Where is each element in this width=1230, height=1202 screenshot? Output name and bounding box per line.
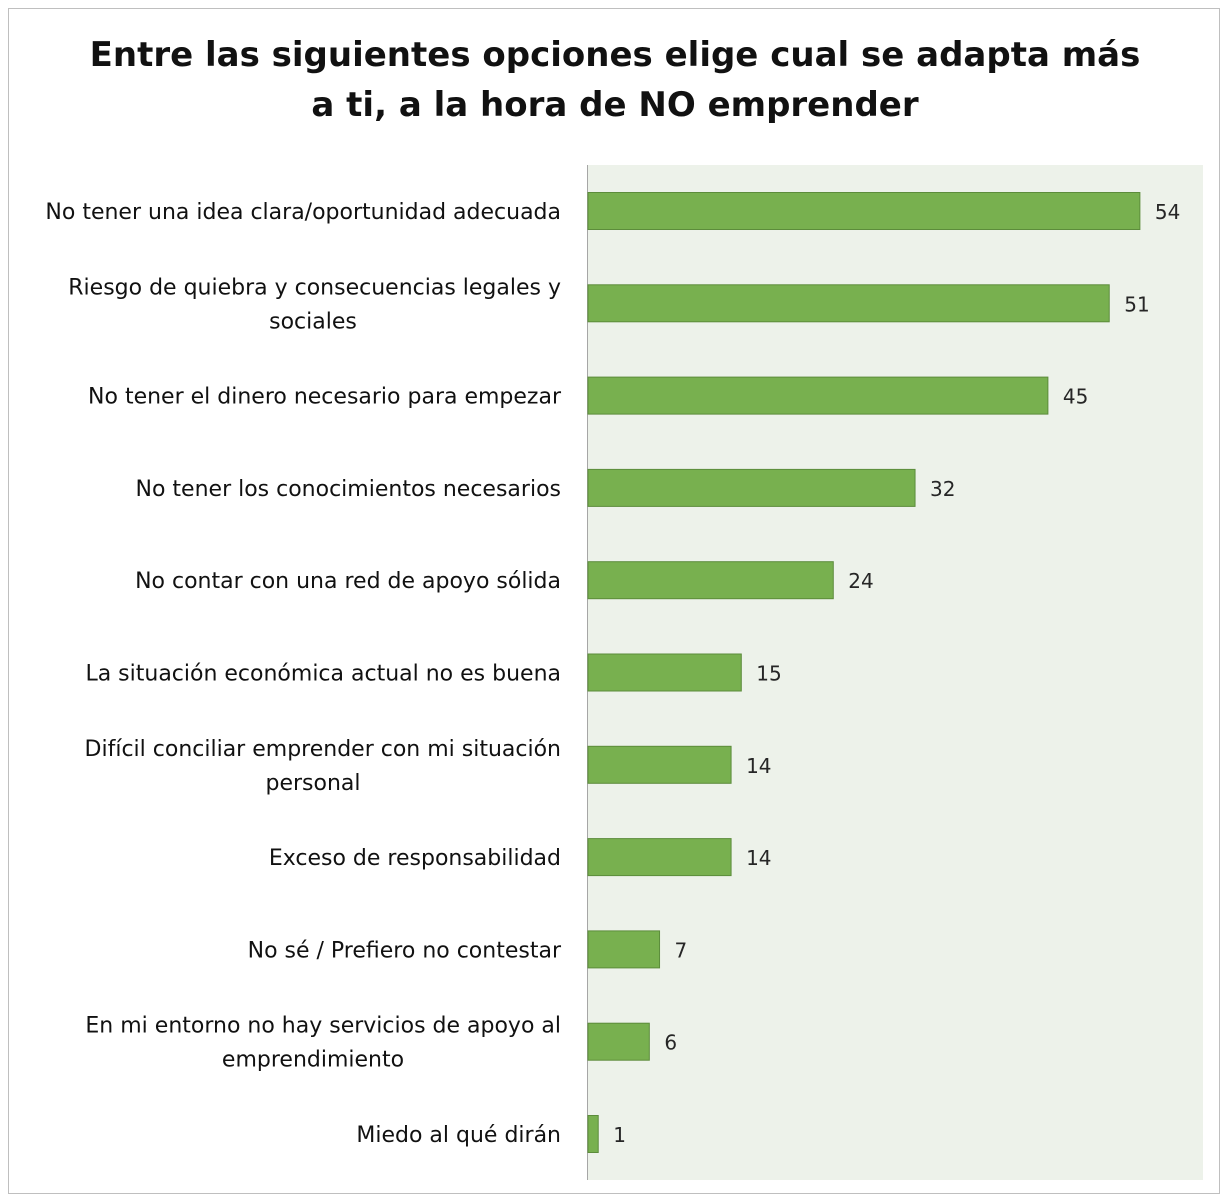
category-label-2: No tener el dinero necesario para empeza… [88,385,562,410]
category-label-5: La situación económica actual no es buen… [85,662,561,687]
category-label-9-line-2: emprendimiento [222,1048,404,1073]
category-label-10: Miedo al qué dirán [356,1123,561,1148]
category-label-6-line-1: Difícil conciliar emprender con mi situa… [85,737,561,762]
bar-1 [587,284,1110,323]
category-label-0: No tener una idea clara/oportunidad adec… [45,200,561,225]
bar-2 [587,376,1049,415]
bar-7 [587,838,732,877]
bar-6 [587,745,732,784]
chart-title: Entre las siguientes opciones elige cual… [0,30,1230,130]
chart-title-line-2: a ti, a la hora de NO emprender [311,85,919,125]
data-label-9: 6 [664,1031,677,1055]
data-label-0: 54 [1155,200,1180,224]
bar-0 [587,192,1141,230]
category-label-6-line-2: personal [265,771,360,796]
bar-10 [587,1115,599,1153]
category-axis-line [587,165,588,1180]
data-label-7: 14 [746,846,771,870]
data-label-3: 32 [930,477,955,501]
data-label-6: 14 [746,754,771,778]
data-label-4: 24 [848,569,873,593]
bar-5 [587,653,742,692]
bar-9 [587,1022,650,1061]
data-label-8: 7 [675,938,688,962]
data-label-2: 45 [1063,385,1088,409]
category-label-1-line-1: Riesgo de quiebra y consecuencias legale… [68,275,561,300]
category-label-7: Exceso de responsabilidad [269,846,561,871]
bar-3 [587,468,916,507]
category-label-8: No sé / Prefiero no contestar [248,938,562,963]
category-label-9-line-1: En mi entorno no hay servicios de apoyo … [85,1014,561,1039]
category-label-1-line-2: sociales [269,309,357,334]
data-label-5: 15 [756,662,781,686]
category-label-3: No tener los conocimientos necesarios [136,477,561,502]
data-label-1: 51 [1124,292,1149,316]
chart-title-line-1: Entre las siguientes opciones elige cual… [89,35,1141,75]
bar-8 [587,930,661,969]
bar-4 [587,561,834,600]
category-label-4: No contar con una red de apoyo sólida [135,569,561,594]
data-label-10: 1 [613,1123,626,1147]
